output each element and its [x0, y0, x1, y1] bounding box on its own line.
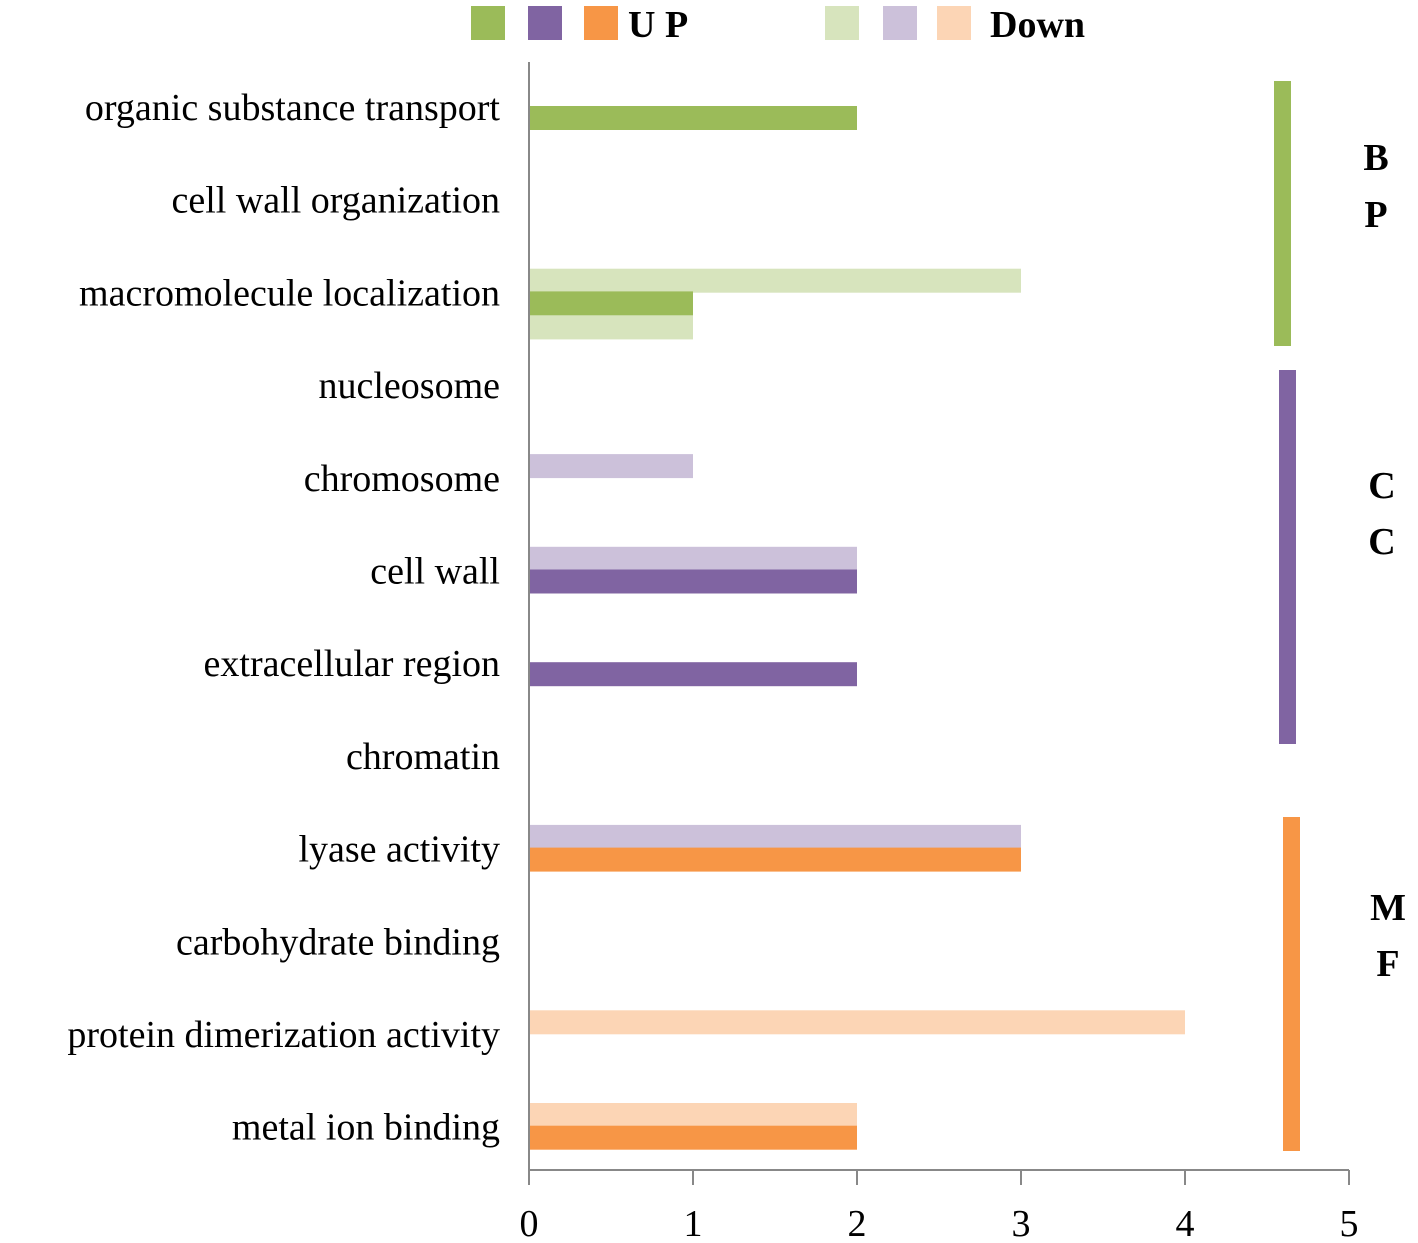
category-label: organic substance transport — [85, 87, 501, 129]
legend: U P Down — [471, 4, 1085, 46]
category-label: extracellular region — [204, 643, 500, 685]
group-letter: F — [1376, 943, 1399, 985]
category-labels: organic substance transport cell wall org… — [67, 87, 500, 1149]
group-brackets: BP CC MF — [1274, 81, 1406, 1151]
category-label: metal ion binding — [232, 1107, 500, 1149]
x-tick-label: 2 — [848, 1203, 867, 1243]
x-axis-ticks: 0 1 2 3 4 5 — [520, 1170, 1359, 1243]
legend-swatch-up — [584, 6, 618, 40]
category-label: carbohydrate binding — [176, 921, 500, 963]
bar-up — [530, 106, 857, 130]
x-tick-label: 0 — [520, 1203, 539, 1243]
legend-swatch-down — [937, 6, 971, 40]
bar-down — [530, 268, 1021, 293]
legend-swatch-down — [883, 6, 917, 40]
bar-up — [530, 1125, 857, 1150]
category-label: cell wall — [370, 551, 500, 593]
group-bracket-mf — [1283, 817, 1300, 1151]
x-tick-label: 5 — [1340, 1203, 1359, 1243]
bar-down — [530, 1010, 1185, 1035]
category-label: chromatin — [346, 736, 500, 778]
bar-down — [530, 454, 693, 479]
category-label: protein dimerization activity — [67, 1014, 500, 1056]
legend-swatch-up — [471, 6, 505, 40]
group-letter: C — [1368, 465, 1395, 507]
group-letter: C — [1368, 521, 1395, 563]
x-tick-label: 1 — [684, 1203, 703, 1243]
bars — [530, 106, 1185, 1150]
category-label: nucleosome — [318, 365, 500, 407]
category-label: lyase activity — [298, 829, 500, 871]
group-letter: B — [1363, 137, 1388, 179]
bar-up — [530, 569, 857, 594]
bar-up — [530, 847, 1021, 872]
bar-down — [530, 546, 857, 571]
group-bracket-bp — [1274, 81, 1291, 346]
group-bracket-cc — [1279, 370, 1296, 744]
bar-up — [530, 291, 693, 316]
legend-swatch-down — [825, 6, 859, 40]
x-tick-label: 3 — [1012, 1203, 1031, 1243]
category-label: chromosome — [304, 458, 500, 500]
bar-up — [530, 662, 857, 687]
bar-down — [530, 315, 693, 340]
bar-down — [530, 824, 1021, 849]
x-tick-label: 4 — [1176, 1203, 1195, 1243]
category-label: macromolecule localization — [79, 272, 500, 314]
category-label: cell wall organization — [171, 180, 500, 222]
legend-swatch-up — [528, 6, 562, 40]
bar-down — [530, 1103, 857, 1127]
group-letter: M — [1370, 887, 1406, 929]
legend-label-up: U P — [628, 4, 688, 46]
legend-label-down: Down — [990, 4, 1085, 46]
group-letter: P — [1364, 194, 1387, 236]
axes — [528, 62, 1349, 1171]
